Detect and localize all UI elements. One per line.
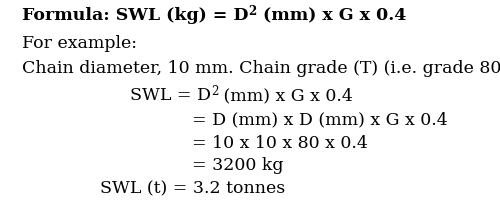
Text: 2: 2 — [248, 5, 257, 18]
Text: = 3200 kg: = 3200 kg — [192, 157, 284, 174]
Text: 2: 2 — [211, 85, 218, 98]
Text: For example:: For example: — [22, 35, 137, 52]
Text: (mm) x G x 0.4: (mm) x G x 0.4 — [257, 7, 406, 24]
Text: SWL = D: SWL = D — [130, 87, 211, 104]
Text: = 10 x 10 x 80 x 0.4: = 10 x 10 x 80 x 0.4 — [192, 135, 368, 152]
Text: Chain diameter, 10 mm. Chain grade (T) (i.e. grade 80): Chain diameter, 10 mm. Chain grade (T) (… — [22, 60, 500, 77]
Text: Formula: SWL (kg) = D: Formula: SWL (kg) = D — [22, 7, 248, 24]
Text: (mm) x G x 0.4: (mm) x G x 0.4 — [218, 87, 353, 104]
Text: SWL (t) = 3.2 tonnes: SWL (t) = 3.2 tonnes — [100, 180, 285, 197]
Text: = D (mm) x D (mm) x G x 0.4: = D (mm) x D (mm) x G x 0.4 — [192, 111, 448, 128]
